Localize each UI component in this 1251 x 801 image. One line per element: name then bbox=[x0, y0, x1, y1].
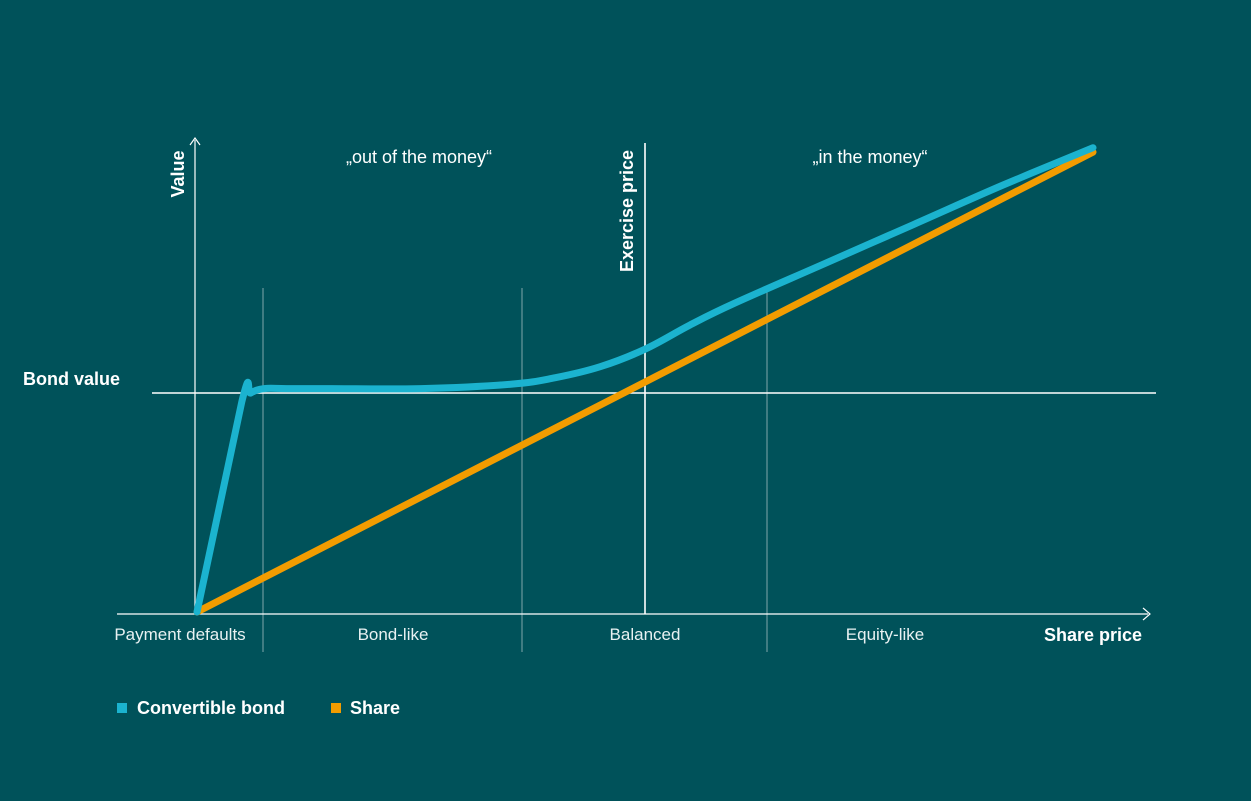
category-equity-like: Equity-like bbox=[846, 625, 924, 644]
category-bond-like: Bond-like bbox=[358, 625, 429, 644]
legend-label-convertible-bond: Convertible bond bbox=[137, 698, 285, 718]
zone-label-out-of-money: „out of the money“ bbox=[346, 147, 492, 167]
legend-swatch-share bbox=[331, 703, 341, 713]
y-axis-label: Value bbox=[168, 150, 188, 197]
x-axis-arrow bbox=[1142, 607, 1151, 621]
legend-swatch-convertible-bond bbox=[117, 703, 127, 713]
bond-value-label: Bond value bbox=[23, 369, 120, 389]
legend: Convertible bond Share bbox=[117, 698, 400, 718]
zone-label-in-the-money: „in the money“ bbox=[812, 147, 927, 167]
exercise-price-label: Exercise price bbox=[617, 150, 637, 272]
y-axis-arrow bbox=[189, 136, 201, 146]
legend-label-share: Share bbox=[350, 698, 400, 718]
category-balanced: Balanced bbox=[610, 625, 681, 644]
convertible-bond-series-line bbox=[193, 144, 1097, 616]
category-payment-defaults: Payment defaults bbox=[114, 625, 245, 644]
share-series-line bbox=[193, 148, 1097, 616]
x-axis-label: Share price bbox=[1044, 625, 1142, 645]
